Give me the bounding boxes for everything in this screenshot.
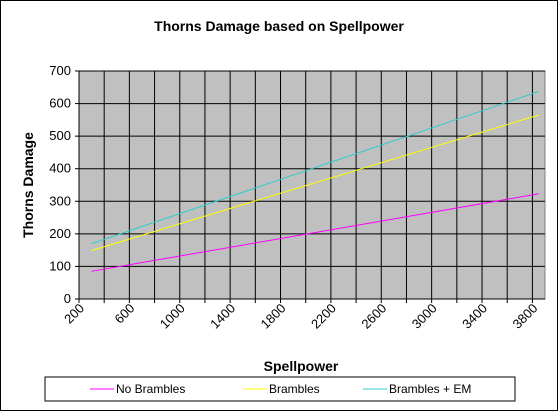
x-tick-label: 3000 <box>409 301 440 332</box>
x-tick-label: 2200 <box>308 301 339 332</box>
legend-box <box>44 376 516 402</box>
y-tick-label: 400 <box>49 161 71 176</box>
y-tick-label: 0 <box>64 291 71 306</box>
x-tick-label: 1400 <box>207 301 238 332</box>
y-axis-ticks: 0 100 200 300 400 500 600 700 <box>49 63 79 306</box>
y-tick-label: 500 <box>49 128 71 143</box>
y-tick-label: 100 <box>49 258 71 273</box>
series-line <box>91 91 539 245</box>
legend-label: Brambles <box>269 382 320 396</box>
legend-label: Brambles + EM <box>389 382 471 396</box>
x-tick-label: 1000 <box>157 301 188 332</box>
y-axis-title: Thorns Damage <box>20 132 36 238</box>
x-tick-label: 600 <box>112 301 138 327</box>
x-tick-label: 1800 <box>258 301 289 332</box>
legend: No Brambles Brambles Brambles + EM <box>90 382 471 396</box>
y-tick-label: 200 <box>49 226 71 241</box>
x-tick-label: 3800 <box>509 301 540 332</box>
gridlines <box>78 70 545 300</box>
x-tick-label: 2600 <box>358 301 389 332</box>
x-tick-label: 3400 <box>459 301 490 332</box>
series-line <box>91 193 539 272</box>
chart-title: Thorns Damage based on Spellpower <box>154 18 404 34</box>
y-tick-label: 600 <box>49 96 71 111</box>
x-axis-title: Spellpower <box>264 358 339 374</box>
series-line <box>91 114 539 251</box>
x-axis-ticks: 200 600 1000 1400 1800 2200 2600 3000 3400 3800 <box>61 299 541 332</box>
legend-label: No Brambles <box>116 382 185 396</box>
y-tick-label: 700 <box>49 63 71 78</box>
plot-area <box>78 70 546 300</box>
y-tick-label: 300 <box>49 193 71 208</box>
series-lines <box>91 91 539 272</box>
